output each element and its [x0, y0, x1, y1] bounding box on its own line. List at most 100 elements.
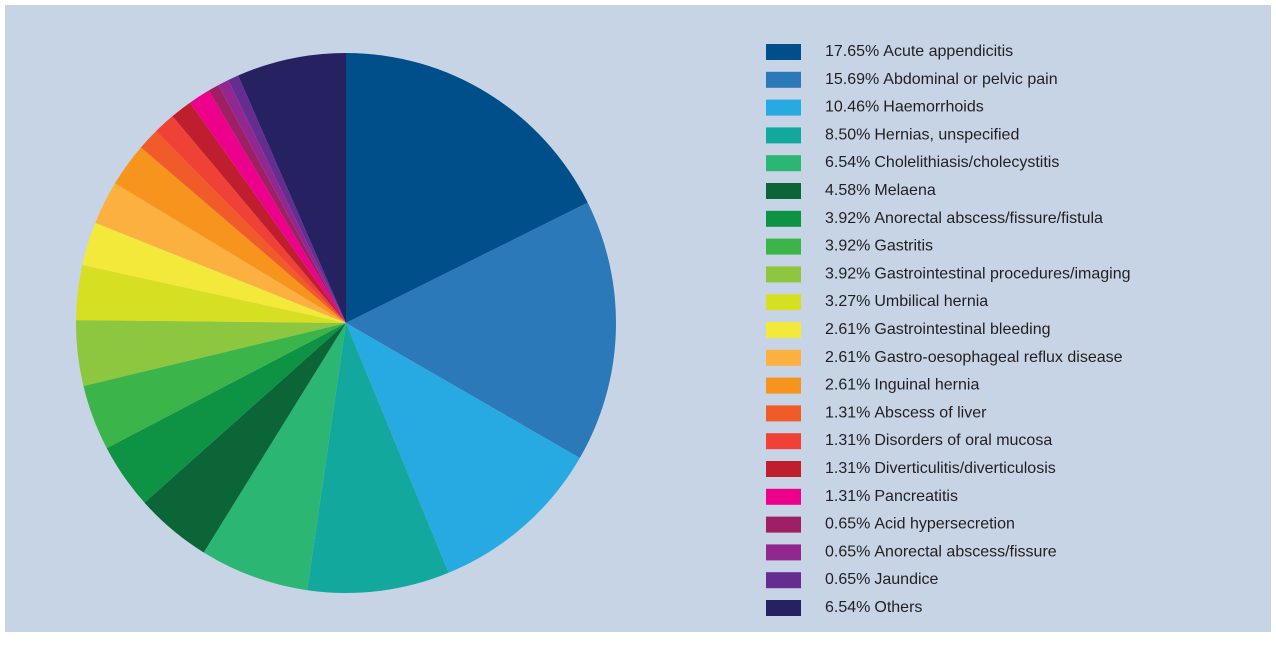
legend-swatch [766, 44, 801, 60]
legend-swatch [766, 433, 801, 450]
legend-swatch [766, 516, 801, 533]
legend-value: 17.65% [825, 43, 879, 60]
legend-swatch [766, 461, 801, 477]
pie-slice [75, 320, 346, 386]
legend-label: 1.31% Pancreatitis [825, 488, 958, 505]
legend-category: Disorders of oral mucosa [874, 432, 1052, 449]
legend-value: 2.61% [825, 349, 870, 366]
legend-value: 2.61% [825, 321, 870, 338]
legend-category: Haemorrhoids [883, 99, 983, 116]
pie-slice [82, 222, 346, 323]
legend-value: 10.46% [825, 99, 879, 116]
legend-swatch [766, 572, 801, 589]
legend-label: 6.54% Others [825, 599, 922, 616]
legend-swatch [766, 210, 801, 227]
legend-value: 1.31% [825, 460, 870, 477]
legend-value: 3.92% [825, 238, 870, 255]
legend-label: 3.92% Gastritis [825, 238, 933, 255]
legend-category: Anorectal abscess/fissure [874, 544, 1056, 561]
legend-swatch [766, 238, 801, 255]
legend-label: 1.31% Abscess of liver [825, 405, 987, 422]
pie-slice [218, 80, 346, 324]
legend-label: 6.54% Cholelithiasis/cholecystitis [825, 154, 1059, 171]
pie-slice [172, 102, 346, 324]
legend-category: Abscess of liver [874, 405, 987, 422]
pie-slice [238, 53, 346, 323]
legend-swatch [766, 71, 801, 88]
legend-label: 10.46% Haemorrhoids [825, 99, 984, 116]
legend-label: 2.61% Gastro-oesophageal reflux disease [825, 349, 1123, 366]
legend-label: 2.61% Gastrointestinal bleeding [825, 321, 1050, 338]
legend-category: Gastrointestinal bleeding [874, 321, 1050, 338]
pie-slice [307, 323, 449, 593]
legend-swatch [766, 600, 801, 616]
legend-category: Others [874, 599, 922, 616]
legend-label: 0.65% Acid hypersecretion [825, 516, 1015, 533]
pie-slice [140, 131, 346, 323]
legend-category: Abdominal or pelvic pain [883, 71, 1057, 88]
legend-category: Gastro-oesophageal reflux disease [874, 349, 1122, 366]
legend-label: 1.31% Disorders of oral mucosa [825, 432, 1052, 449]
legend-swatch [766, 155, 801, 172]
pie-slice [228, 75, 346, 323]
legend-swatch [766, 266, 801, 283]
legend-swatch [766, 544, 801, 561]
legend-category: Umbilical hernia [874, 293, 988, 310]
legend-swatch [766, 127, 801, 144]
pie-slice [208, 85, 346, 323]
legend-label: 3.92% Gastrointestinal procedures/imaging [825, 266, 1131, 283]
legend-value: 2.61% [825, 377, 870, 394]
legend-label: 3.27% Umbilical hernia [825, 293, 988, 310]
legend-value: 3.27% [825, 293, 870, 310]
legend-category: Jaundice [874, 571, 938, 588]
legend-swatch [766, 488, 801, 505]
legend-category: Gastritis [874, 238, 933, 255]
legend-value: 3.92% [825, 210, 870, 227]
legend-value: 1.31% [825, 488, 870, 505]
legend-category: Inguinal hernia [874, 377, 979, 394]
pie-slice [346, 323, 580, 573]
legend-category: Pancreatitis [874, 488, 958, 505]
legend-swatch [766, 99, 801, 116]
legend-label: 8.50% Hernias, unspecified [825, 127, 1019, 144]
legend-value: 1.31% [825, 432, 870, 449]
legend-value: 6.54% [825, 154, 870, 171]
legend-category: Gastrointestinal procedures/imaging [874, 266, 1130, 283]
legend-swatch [766, 377, 801, 394]
pie-slice [106, 323, 346, 503]
legend-category: Cholelithiasis/cholecystitis [874, 154, 1059, 171]
legend-category: Diverticulitis/diverticulosis [874, 460, 1055, 477]
legend-category: Anorectal abscess/fissure/fistula [874, 210, 1103, 227]
legend-swatch [766, 183, 801, 199]
legend-category: Acute appendicitis [883, 43, 1013, 60]
legend-value: 0.65% [825, 571, 870, 588]
pie-slice [95, 183, 346, 323]
legend-label: 4.58% Melaena [825, 182, 936, 199]
legend-category: Hernias, unspecified [874, 127, 1019, 144]
pie-slice [115, 147, 346, 323]
legend-label: 0.65% Jaundice [825, 571, 939, 588]
pie-slice [346, 53, 588, 323]
legend-label: 1.31% Diverticulitis/diverticulosis [825, 460, 1056, 477]
legend-value: 0.65% [825, 516, 870, 533]
legend-value: 4.58% [825, 182, 870, 199]
legend-value: 15.69% [825, 71, 879, 88]
legend-swatch [766, 405, 801, 422]
legend-swatch [766, 349, 801, 366]
legend-label: 2.61% Inguinal hernia [825, 377, 979, 394]
pie-slice [156, 116, 346, 324]
legend-value: 6.54% [825, 599, 870, 616]
pie-slice [346, 202, 616, 459]
legend-label: 17.65% Acute appendicitis [825, 43, 1013, 60]
legend-swatch [766, 322, 801, 338]
pie-slice [144, 323, 346, 553]
pie-slice [190, 90, 346, 324]
legend-label: 0.65% Anorectal abscess/fissure [825, 544, 1057, 561]
legend-category: Acid hypersecretion [874, 516, 1015, 533]
legend-value: 8.50% [825, 127, 870, 144]
legend-category: Melaena [874, 182, 935, 199]
legend-label: 15.69% Abdominal or pelvic pain [825, 71, 1058, 88]
legend-label: 3.92% Anorectal abscess/fissure/fistula [825, 210, 1103, 227]
